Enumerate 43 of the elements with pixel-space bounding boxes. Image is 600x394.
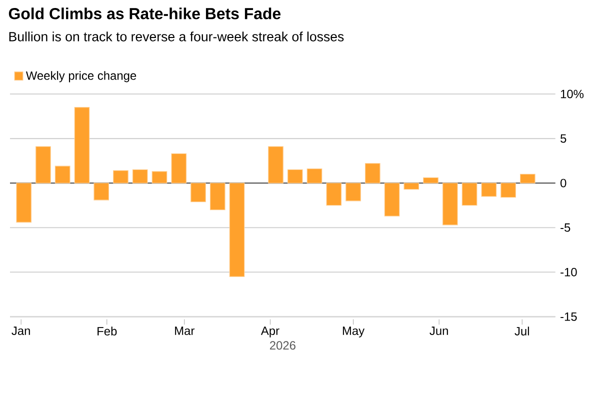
bar	[326, 182, 342, 206]
bar	[500, 182, 516, 198]
bar	[54, 166, 70, 184]
bar	[74, 107, 90, 184]
bar	[132, 169, 148, 184]
x-axis-title: 2026	[270, 341, 296, 350]
x-tick-label: Mar	[175, 326, 194, 336]
bar	[152, 171, 168, 184]
bar	[16, 182, 32, 223]
x-tick-label: May	[342, 326, 365, 338]
bar	[94, 182, 110, 200]
y-tick-label: -5	[560, 223, 570, 232]
y-tick-label: 5	[560, 134, 566, 143]
bar	[306, 168, 322, 184]
x-tick-label: Apr	[260, 326, 280, 338]
y-tick-label: -10	[560, 268, 577, 276]
bar	[113, 170, 128, 184]
y-tick-label: 10%	[560, 90, 584, 98]
y-tick-label: -15	[560, 312, 577, 321]
x-tick-label: Jan	[12, 326, 30, 336]
bar	[190, 182, 206, 202]
bar	[287, 169, 303, 184]
chart-title: Gold Climbs as Rate-hike Bets Fade	[8, 8, 281, 20]
bar	[404, 182, 420, 190]
y-tick-label: 0	[560, 178, 566, 188]
bar	[346, 182, 361, 202]
bar	[520, 174, 536, 184]
bar	[423, 177, 438, 184]
x-tick-label: Jul	[514, 326, 529, 336]
bar	[210, 182, 226, 210]
chart-subtitle: Bullion is on track to reverse a four-week streak of losses	[9, 32, 344, 42]
x-tick-label: Feb	[98, 326, 117, 336]
bar	[384, 182, 400, 216]
bar	[171, 153, 187, 184]
bar	[229, 182, 245, 277]
bar	[462, 182, 478, 206]
bar	[442, 182, 458, 226]
bar	[364, 163, 380, 184]
bar	[268, 146, 284, 184]
legend-label: Weekly price change	[26, 71, 136, 82]
x-tick-label: Jun	[430, 326, 448, 336]
bar	[36, 146, 51, 184]
bar	[481, 182, 497, 197]
